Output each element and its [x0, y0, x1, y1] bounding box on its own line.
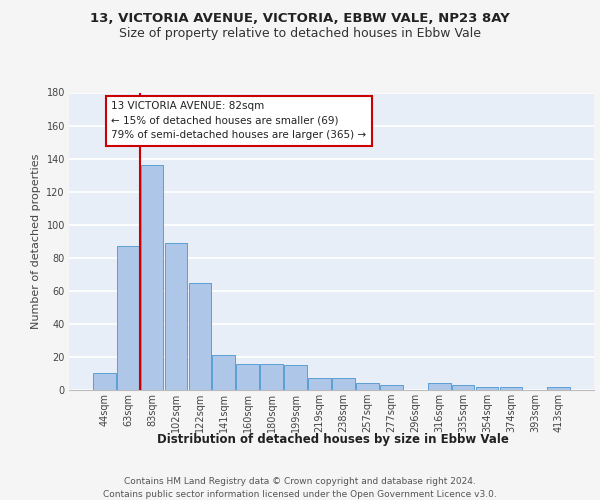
Bar: [428, 384, 451, 390]
Bar: [547, 386, 570, 390]
Bar: [284, 365, 307, 390]
Bar: [308, 378, 331, 390]
Bar: [500, 386, 522, 390]
Bar: [356, 384, 379, 390]
Bar: [188, 282, 211, 390]
Bar: [212, 356, 235, 390]
Bar: [236, 364, 259, 390]
Bar: [332, 378, 355, 390]
Text: Contains HM Land Registry data © Crown copyright and database right 2024.
Contai: Contains HM Land Registry data © Crown c…: [103, 478, 497, 499]
Bar: [260, 364, 283, 390]
Bar: [93, 374, 116, 390]
Bar: [141, 165, 163, 390]
Y-axis label: Number of detached properties: Number of detached properties: [31, 154, 41, 329]
Bar: [164, 243, 187, 390]
Bar: [476, 386, 499, 390]
Bar: [117, 246, 140, 390]
Text: 13, VICTORIA AVENUE, VICTORIA, EBBW VALE, NP23 8AY: 13, VICTORIA AVENUE, VICTORIA, EBBW VALE…: [90, 12, 510, 26]
Bar: [452, 385, 475, 390]
Text: Size of property relative to detached houses in Ebbw Vale: Size of property relative to detached ho…: [119, 28, 481, 40]
Text: 13 VICTORIA AVENUE: 82sqm
← 15% of detached houses are smaller (69)
79% of semi-: 13 VICTORIA AVENUE: 82sqm ← 15% of detac…: [112, 101, 367, 140]
Text: Distribution of detached houses by size in Ebbw Vale: Distribution of detached houses by size …: [157, 432, 509, 446]
Bar: [380, 385, 403, 390]
